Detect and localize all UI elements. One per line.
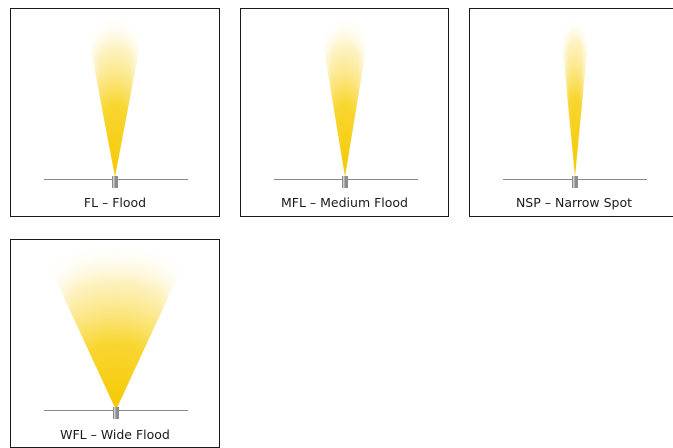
beam-panel-nsp: NSP – Narrow Spot [469,8,673,217]
medium-flood-beam-diagram [274,14,418,188]
fixture-icon [342,176,348,188]
light-beam-edge [560,17,590,177]
beam-label: NSP – Narrow Spot [515,195,633,210]
beam-label: WFL – Wide Flood [60,427,170,442]
wide-flood-beam-diagram [41,240,191,419]
fixture-icon [572,176,578,188]
beam-panel-wfl: WFL – Wide Flood [10,239,220,448]
flood-beam-diagram [44,14,188,188]
narrow-spot-beam-diagram [503,17,647,188]
fixture-icon [112,176,118,188]
light-beam-edge [85,14,145,177]
beam-panel-fl: FL – Flood [10,8,220,217]
beam-label: MFL – Medium Flood [281,195,408,210]
beam-label: FL – Flood [83,195,147,210]
fixture-icon [113,407,119,419]
light-beam-edge [41,240,191,410]
light-beam-edge [319,14,371,177]
beam-panel-mfl: MFL – Medium Flood [240,8,449,217]
